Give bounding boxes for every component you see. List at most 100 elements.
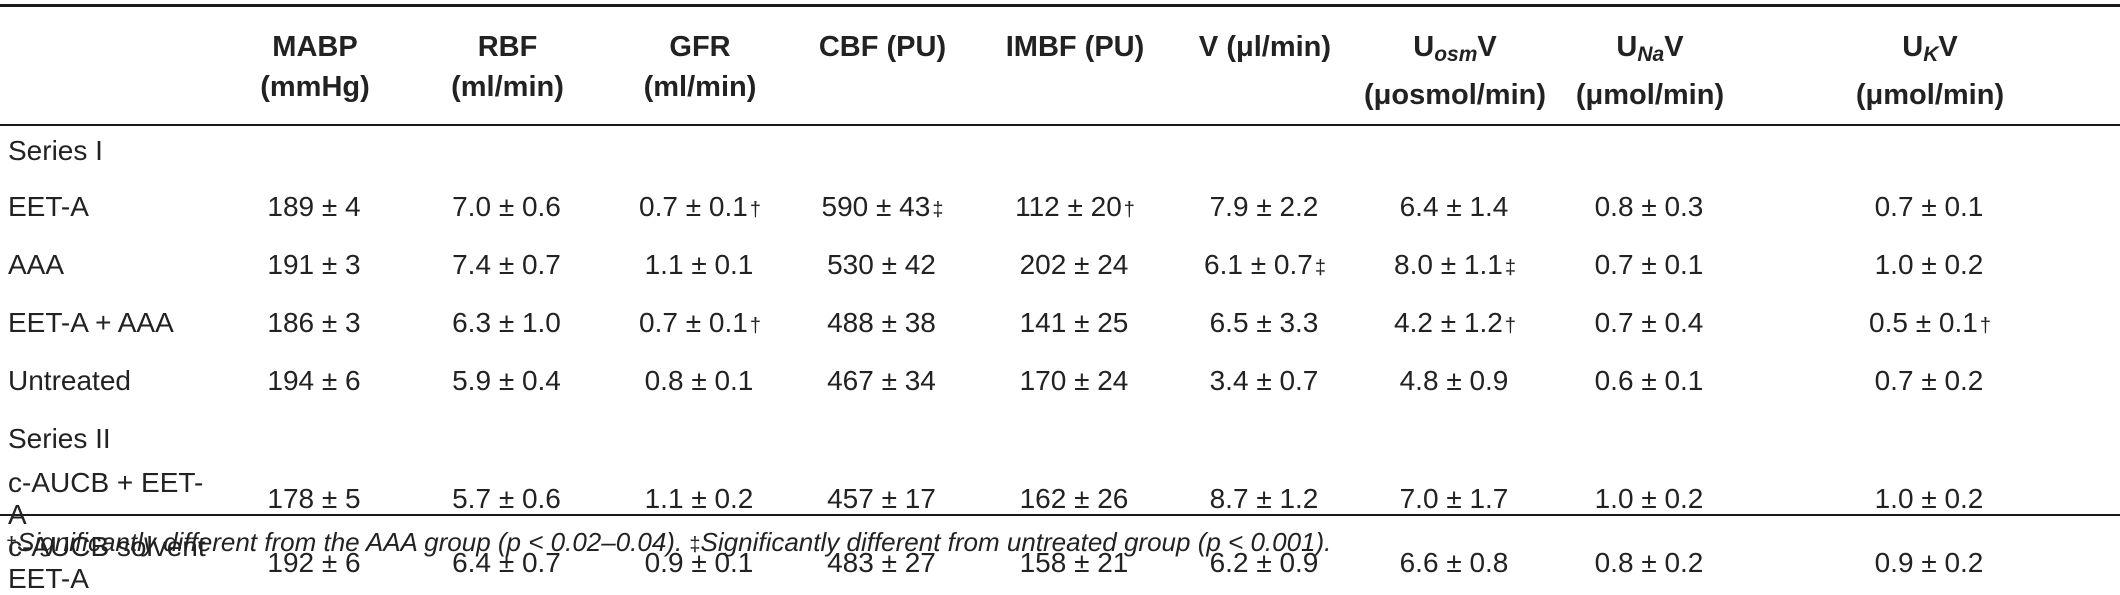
table-cell: 1.1 ± 0.1 (605, 236, 795, 294)
table-cell: 1.0 ± 0.2 (1740, 467, 2120, 531)
table-cell: 141 ± 25 (970, 294, 1180, 352)
section-title: Series I (8, 135, 103, 166)
cell-value: 457 ± 17 (827, 483, 936, 514)
column-header-1: MABP (mmHg) (220, 7, 410, 124)
significance-marker: † (1504, 315, 1516, 337)
cell-value: 0.7 ± 0.1 (639, 307, 748, 338)
table-cell: 7.9 ± 2.2 (1180, 178, 1350, 236)
column-header-3: GFR (ml/min) (605, 7, 795, 124)
table-cell: 178 ± 5 (220, 467, 410, 531)
table-cell: 0.7 ± 0.1 (1740, 178, 2120, 236)
column-header-line2: (μosmol/min) (1363, 79, 1547, 111)
table-cell: 8.0 ± 1.1 ‡ (1350, 236, 1560, 294)
table-cell: 457 ± 17 (795, 467, 970, 531)
cell-value: 5.9 ± 0.4 (452, 365, 561, 396)
table-cell: 162 ± 26 (970, 467, 1180, 531)
table-cell: 6.4 ± 1.4 (1350, 178, 1560, 236)
cell-value: 0.8 ± 0.3 (1594, 191, 1704, 222)
row-label: AAA (8, 249, 65, 280)
cell-value: 1.0 ± 0.2 (1874, 483, 1984, 514)
cell-value: 189 ± 4 (267, 191, 361, 222)
cell-value: 1.1 ± 0.1 (644, 249, 754, 280)
cell-value: 4.8 ± 0.9 (1399, 365, 1509, 396)
cell-value: 1.0 ± 0.2 (1594, 483, 1704, 514)
cell-value: 5.7 ± 0.6 (452, 483, 561, 514)
table-header: MABP (mmHg) RBF (ml/min) GFR (ml/min) CBF (PU)… (0, 7, 2120, 124)
column-header-line1: IMBF (PU) (1005, 31, 1145, 63)
table-cell: 0.8 ± 0.3 (1560, 178, 1740, 236)
cell-value: 141 ± 25 (1019, 307, 1129, 338)
table-cell: 0.5 ± 0.1 † (1740, 294, 2120, 352)
cell-value: 0.8 ± 0.1 (644, 365, 754, 396)
header-rule (0, 124, 2120, 126)
table-cell: 5.9 ± 0.4 (410, 352, 605, 410)
column-header-line1: V (μl/min) (1198, 31, 1332, 63)
cell-value: 1.1 ± 0.2 (644, 483, 754, 514)
cell-value: 1.0 ± 0.2 (1874, 249, 1984, 280)
cell-value: 170 ± 24 (1019, 365, 1129, 396)
significance-marker: ‡ (1504, 257, 1516, 279)
section-row: Series I (0, 124, 2120, 178)
table-cell: 8.7 ± 1.2 (1180, 467, 1350, 531)
cell-value: 7.0 ± 0.6 (452, 191, 561, 222)
row-label: EET-A (8, 191, 89, 222)
significance-marker: † (749, 315, 761, 337)
bottom-rule (0, 514, 2120, 516)
column-header-5: IMBF (PU) (970, 7, 1180, 124)
row-label: EET-A + AAA (8, 307, 174, 338)
table-cell: 0.9 ± 0.2 (1740, 531, 2120, 595)
table-footnote: †Significantly different from the AAA gr… (6, 527, 1331, 558)
column-header-line2: (mmHg) (260, 71, 370, 103)
table-cell: 6.3 ± 1.0 (410, 294, 605, 352)
table-body: Series I EET-A 189 ± 4 7.0 ± 0.6 0.7 ± 0.1 † 5… (0, 124, 2120, 595)
cell-value: 488 ± 38 (827, 307, 936, 338)
table-row: Untreated 194 ± 6 5.9 ± 0.4 0.8 ± 0.1 467 ± … (0, 352, 2120, 410)
column-header-line2: (μmol/min) (1575, 79, 1725, 111)
table-cell: 7.0 ± 0.6 (410, 178, 605, 236)
table-cell: 1.0 ± 0.2 (1560, 467, 1740, 531)
section-row: Series II (0, 410, 2120, 467)
table-cell: 202 ± 24 (970, 236, 1180, 294)
table-cell: 4.2 ± 1.2 † (1350, 294, 1560, 352)
column-header-line2: (μmol/min) (1855, 79, 2005, 111)
cell-value: 0.7 ± 0.2 (1874, 365, 1984, 396)
cell-value: 178 ± 5 (267, 483, 361, 514)
table-cell: 0.7 ± 0.1 † (605, 294, 795, 352)
table-cell: 170 ± 24 (970, 352, 1180, 410)
column-header-2: RBF (ml/min) (410, 7, 605, 124)
column-header-9: UKV (μmol/min) (1740, 7, 2120, 124)
column-header-8: UNaV (μmol/min) (1560, 7, 1740, 124)
table-cell: 189 ± 4 (220, 178, 410, 236)
cell-value: 7.0 ± 1.7 (1399, 483, 1509, 514)
column-header-7: UosmV (μosmol/min) (1350, 7, 1560, 124)
significance-marker: † (1979, 315, 1991, 337)
cell-value: 0.7 ± 0.1 (1874, 191, 1984, 222)
results-table: MABP (mmHg) RBF (ml/min) GFR (ml/min) CBF (PU)… (0, 7, 2120, 595)
table-cell: 7.0 ± 1.7 (1350, 467, 1560, 531)
column-header-line1: RBF (477, 31, 538, 63)
table-cell: 186 ± 3 (220, 294, 410, 352)
significance-marker: ‡ (932, 199, 944, 221)
table-cell: 488 ± 38 (795, 294, 970, 352)
column-header-line1: CBF (PU) (818, 31, 947, 63)
section-title: Series II (8, 422, 111, 454)
significance-marker: † (749, 199, 761, 221)
table-cell: 0.7 ± 0.1 † (605, 178, 795, 236)
table-cell: 194 ± 6 (220, 352, 410, 410)
cell-value: 162 ± 26 (1019, 483, 1129, 514)
cell-value: 6.1 ± 0.7 (1204, 249, 1313, 280)
table-row: c-AUCB + EET-A 178 ± 5 5.7 ± 0.6 1.1 ± 0.2 4… (0, 467, 2120, 531)
table-cell: 6.5 ± 3.3 (1180, 294, 1350, 352)
table-cell: 6.6 ± 0.8 (1350, 531, 1560, 595)
data-table-figure: MABP (mmHg) RBF (ml/min) GFR (ml/min) CBF (PU)… (0, 4, 2120, 594)
cell-value: 530 ± 42 (827, 249, 936, 280)
column-header-line1: GFR (669, 31, 731, 63)
cell-value: 191 ± 3 (267, 249, 361, 280)
cell-value: 0.6 ± 0.1 (1594, 365, 1704, 396)
table-row: AAA 191 ± 3 7.4 ± 0.7 1.1 ± 0.1 530 ± 42 202 … (0, 236, 2120, 294)
table-cell: 1.0 ± 0.2 (1740, 236, 2120, 294)
table-cell: 3.4 ± 0.7 (1180, 352, 1350, 410)
table-cell: 1.1 ± 0.2 (605, 467, 795, 531)
table-cell: 530 ± 42 (795, 236, 970, 294)
cell-value: 6.5 ± 3.3 (1209, 307, 1319, 338)
